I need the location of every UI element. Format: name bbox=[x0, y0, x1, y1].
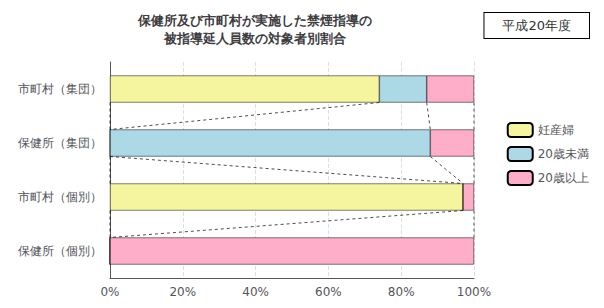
svg-text:平成20年度: 平成20年度 bbox=[502, 18, 571, 33]
svg-text:80%: 80% bbox=[388, 285, 415, 299]
svg-text:市町村（個別）: 市町村（個別） bbox=[18, 190, 102, 204]
svg-text:保健所（個別）: 保健所（個別） bbox=[18, 244, 102, 258]
svg-text:保健所（集団）: 保健所（集団） bbox=[18, 136, 102, 150]
svg-text:市町村（集団）: 市町村（集団） bbox=[18, 82, 102, 96]
svg-text:20歳以上: 20歳以上 bbox=[538, 171, 589, 185]
svg-text:100%: 100% bbox=[457, 285, 491, 299]
svg-text:0%: 0% bbox=[100, 285, 119, 299]
svg-text:60%: 60% bbox=[315, 285, 342, 299]
svg-text:被指導延人員数の対象者別割合: 被指導延人員数の対象者別割合 bbox=[163, 31, 346, 46]
svg-text:保健所及び市町村が実施した禁煙指導の: 保健所及び市町村が実施した禁煙指導の bbox=[137, 13, 372, 28]
svg-text:妊産婦: 妊産婦 bbox=[538, 123, 574, 137]
svg-text:20%: 20% bbox=[169, 285, 196, 299]
svg-text:40%: 40% bbox=[242, 285, 269, 299]
svg-text:20歳未満: 20歳未満 bbox=[538, 147, 589, 161]
